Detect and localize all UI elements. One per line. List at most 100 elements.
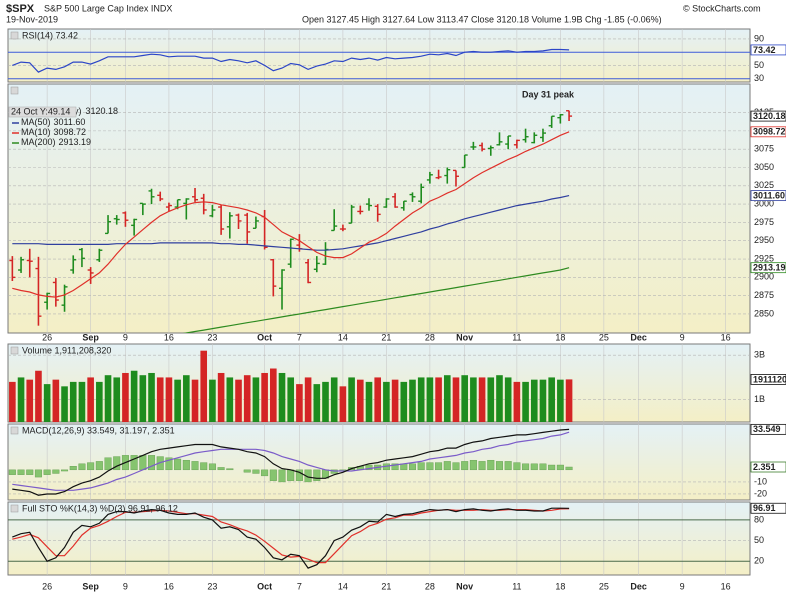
copyright: © StockCharts.com [683, 3, 761, 13]
quote: Open 3127.45 High 3127.64 Low 3113.47 Cl… [302, 14, 662, 24]
x-tick-label: Nov [456, 581, 473, 591]
x-tick-label: 11 [512, 332, 521, 342]
volume-bar [148, 372, 155, 422]
x-tick-label: Oct [257, 581, 272, 591]
histogram-bar [417, 462, 425, 471]
y-tick-label: 2975 [754, 217, 774, 227]
histogram-bar [208, 463, 216, 471]
last-value: 96.91 [753, 503, 776, 513]
x-tick-label: 28 [425, 332, 435, 342]
volume-bar [191, 379, 199, 422]
x-tick-label: 9 [680, 581, 685, 591]
y-tick-label: 3B [754, 350, 765, 360]
legend-entry: MA(50) 3011.60 [21, 117, 85, 127]
x-tick-label: Nov [456, 332, 473, 342]
volume-bar [304, 377, 312, 422]
last-value: 3098.72 [753, 127, 786, 137]
x-tick-label: 25 [599, 581, 609, 591]
volume-bar [43, 384, 51, 422]
y-tick-label: -20 [754, 488, 767, 498]
volume-bar [539, 379, 547, 422]
y-tick-label: 3050 [754, 162, 774, 172]
plot-area [8, 424, 750, 500]
legend-entry: MA(200) 2913.19 [21, 137, 91, 147]
volume-bar [530, 379, 538, 422]
volume-bar [270, 368, 277, 422]
last-value: 2913.19 [753, 263, 786, 273]
histogram-bar [87, 462, 95, 471]
legend-value: 2913.19 [59, 137, 92, 147]
y-tick-label: 90 [754, 33, 764, 43]
x-tick-label: 18 [555, 581, 565, 591]
volume-bar [183, 375, 190, 422]
moving-average-line [12, 195, 570, 251]
last-close: 3120.18 [753, 111, 786, 121]
volume-bar [548, 377, 555, 422]
legend-value: 3011.60 [54, 117, 86, 127]
histogram-bar [461, 461, 469, 471]
last-value: 33.549 [753, 424, 781, 434]
y-tick-label: 50 [754, 535, 764, 545]
histogram-bar [330, 469, 338, 474]
volume-bar [565, 379, 573, 422]
volume-bar [26, 379, 34, 422]
volume-bar [217, 372, 225, 422]
histogram-bar [443, 461, 451, 471]
panel-title: RSI(14) 73.42 [22, 30, 78, 40]
legend-value: 3098.72 [54, 127, 87, 137]
volume-bar [139, 375, 147, 422]
index-name: S&P 500 Large Cap Index INDX [44, 3, 172, 13]
histogram-bar [78, 463, 86, 471]
last-value: 1911120 [753, 374, 786, 384]
moving-average-line [182, 267, 570, 333]
panel-icon [10, 504, 19, 513]
volume-bar [235, 379, 242, 422]
histogram-bar [530, 463, 538, 471]
volume-bar [9, 381, 16, 422]
histogram-bar [26, 469, 34, 475]
y-tick-label: -10 [754, 476, 767, 486]
volume-bar [226, 377, 234, 422]
x-tick-label: 16 [164, 332, 174, 342]
x-tick-label: Dec [630, 581, 647, 591]
last-close-box [750, 110, 786, 122]
volume-bar [35, 370, 42, 422]
last-value-box [750, 126, 786, 138]
volume-bar [522, 381, 529, 422]
volume-bar [435, 377, 442, 422]
volume-bar [96, 381, 103, 422]
last-value-box [750, 44, 786, 56]
histogram-bar [52, 469, 60, 474]
indicator-line [12, 431, 570, 491]
histogram-bar [139, 455, 147, 471]
volume-bar [104, 375, 112, 422]
x-tick-label: 23 [207, 581, 217, 591]
panel-title: Full STO %K(14,3) %D(3) 96.91, 96.12 [22, 503, 178, 513]
plot-area [8, 29, 750, 82]
histogram-bar [487, 459, 495, 471]
last-value: 3011.60 [753, 190, 785, 200]
x-tick-label: 21 [381, 332, 391, 342]
histogram-bar [165, 457, 173, 471]
y-tick-label: 50 [754, 60, 764, 70]
x-tick-label: Oct [257, 332, 272, 342]
x-tick-label: 9 [123, 332, 128, 342]
histogram-bar [287, 469, 295, 481]
volume-bar [409, 379, 416, 422]
y-tick-label: 30 [754, 73, 764, 83]
volume-bar [504, 377, 512, 422]
x-tick-label: 25 [599, 332, 609, 342]
histogram-bar [252, 469, 260, 474]
y-tick-label: 3025 [754, 180, 774, 190]
volume-bar [165, 377, 173, 422]
panel-background [7, 28, 751, 83]
volume-bar [243, 375, 251, 422]
histogram-bar [504, 461, 512, 471]
plot-area [8, 502, 750, 575]
volume-bar [69, 381, 77, 422]
histogram-bar [17, 469, 25, 475]
y-tick-label: 1B [754, 394, 765, 404]
tooltip: 24 Oct Y:49.14 [11, 106, 70, 116]
x-tick-label: 11 [512, 581, 521, 591]
